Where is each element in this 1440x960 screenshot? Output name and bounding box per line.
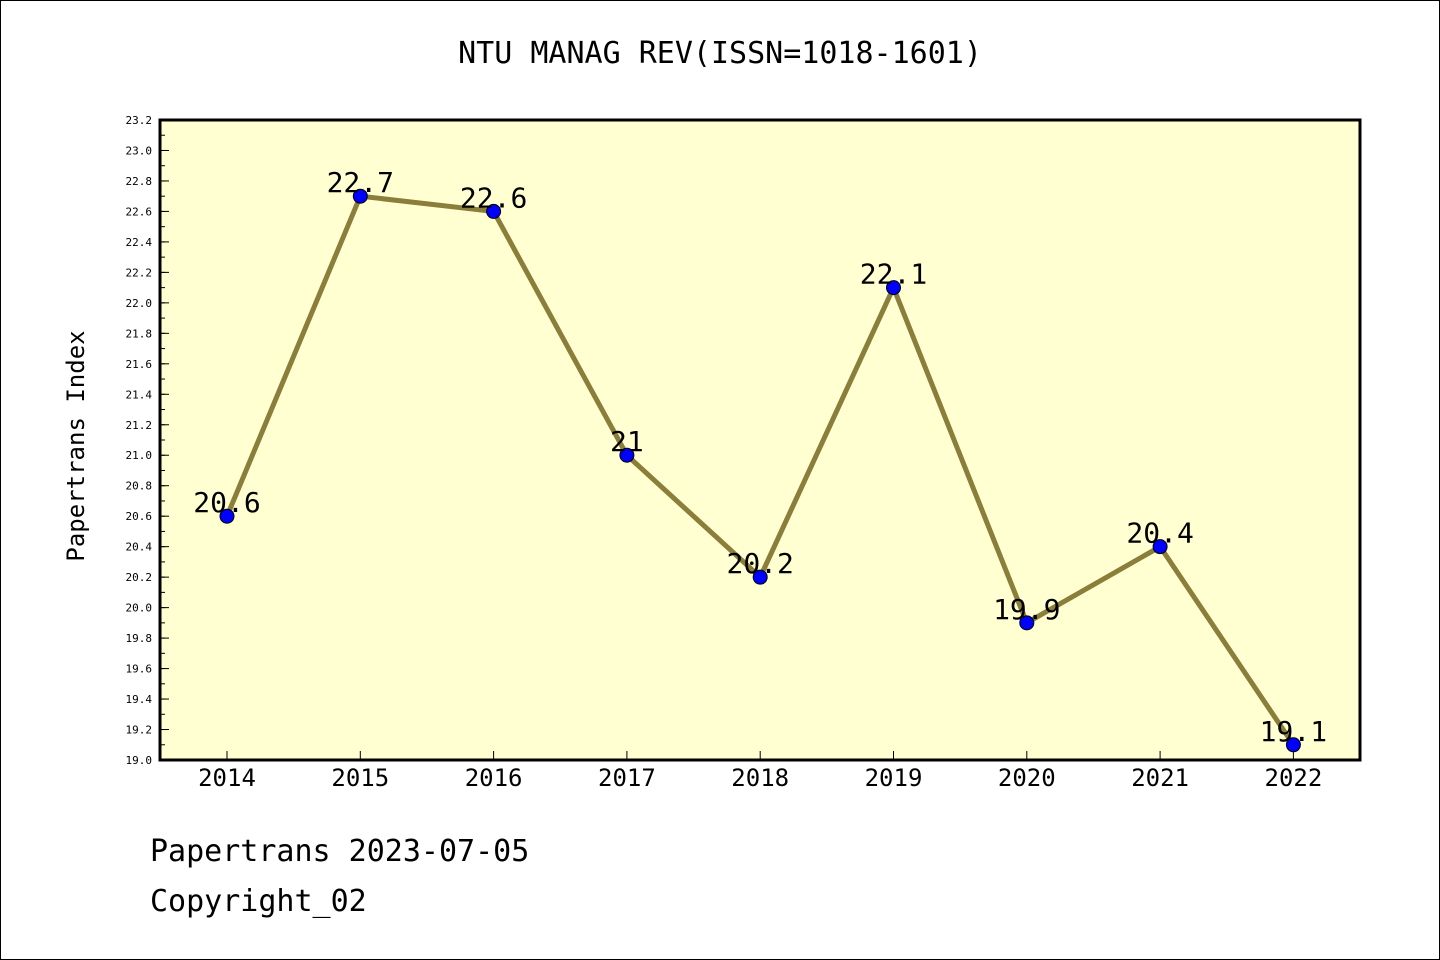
data-point (619, 447, 635, 463)
x-tick-label: 2020 (998, 764, 1056, 792)
y-tick-label: 21.6 (126, 358, 153, 371)
data-label: 19.1 (1260, 715, 1327, 748)
y-tick-label: 19.0 (126, 754, 153, 767)
x-axis-ticks: 2014 2015 2016 2017 2018 2019 2020 2021 2022 (198, 751, 1322, 792)
data-point (486, 203, 502, 219)
data-label: 20.2 (726, 547, 793, 580)
y-tick-label: 21.0 (126, 449, 153, 462)
y-tick-label: 19.6 (126, 663, 153, 676)
y-tick-label: 21.4 (126, 388, 153, 401)
data-point (219, 508, 235, 524)
x-tick-label: 2014 (198, 764, 256, 792)
x-tick-label: 2021 (1131, 764, 1189, 792)
y-tick-label: 22.0 (126, 297, 153, 310)
y-tick-label: 20.8 (126, 480, 153, 493)
x-tick-label: 2016 (465, 764, 523, 792)
y-tick-label: 19.4 (126, 693, 153, 706)
data-label: 21 (610, 425, 644, 458)
series-group: 20.6 22.7 22.6 21 20.2 22.1 19.9 20.4 19.1 (193, 166, 1327, 753)
data-point (752, 569, 768, 585)
y-axis-ticks: 19.0 19.2 19.4 19.6 19.8 20.0 20.2 20.4 20.6 20.8… (126, 114, 169, 767)
x-tick-label: 2019 (865, 764, 923, 792)
x-tick-label: 2018 (731, 764, 789, 792)
data-label: 20.4 (1126, 517, 1193, 550)
x-tick-label: 2022 (1265, 764, 1323, 792)
y-tick-label: 22.6 (126, 205, 153, 218)
data-label: 20.6 (193, 486, 260, 519)
data-point (1152, 539, 1168, 555)
data-point (1285, 737, 1301, 753)
y-tick-label: 20.2 (126, 571, 153, 584)
data-label: 19.9 (993, 593, 1060, 626)
data-label: 22.7 (327, 166, 394, 199)
y-tick-label: 22.8 (126, 175, 153, 188)
x-tick-label: 2017 (598, 764, 656, 792)
data-point (1019, 615, 1035, 631)
y-tick-label: 20.0 (126, 602, 153, 615)
y-tick-label: 19.8 (126, 632, 153, 645)
footer-copyright: Copyright_02 (150, 884, 367, 919)
plot-area (158, 118, 1362, 762)
data-point (352, 188, 368, 204)
x-tick-label: 2015 (331, 764, 389, 792)
y-tick-label: 23.2 (126, 114, 153, 127)
y-tick-label: 21.8 (126, 327, 153, 340)
chart-title: NTU MANAG REV(ISSN=1018-1601) (458, 36, 982, 71)
y-tick-label: 20.6 (126, 510, 153, 523)
y-tick-label: 23.0 (126, 144, 153, 157)
y-tick-label: 22.4 (126, 236, 153, 249)
data-label: 22.6 (460, 181, 527, 214)
y-tick-label: 20.4 (126, 541, 153, 554)
footer-source-date: Papertrans 2023-07-05 (150, 834, 530, 869)
data-label: 22.1 (860, 258, 927, 291)
y-tick-label: 22.2 (126, 266, 153, 279)
data-point (886, 280, 901, 296)
y-tick-label: 21.2 (126, 419, 153, 432)
y-tick-label: 19.2 (126, 724, 153, 737)
